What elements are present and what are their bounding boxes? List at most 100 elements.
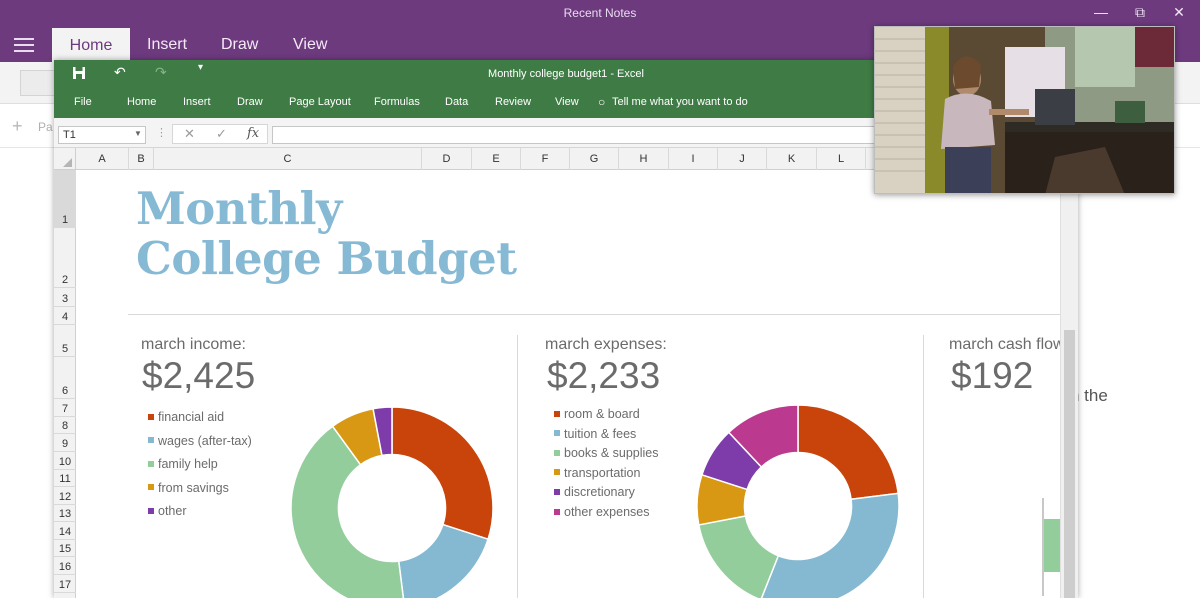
donut-slice-tuition-fees (760, 492, 900, 598)
expenses-label: march expenses: (545, 336, 667, 353)
legend-item: wages (after-tax) (148, 434, 252, 458)
row-header[interactable]: 16 (54, 557, 76, 575)
customize-toolbar-icon[interactable]: ▾ (198, 62, 204, 73)
row-header[interactable]: 6 (54, 357, 76, 399)
column-header[interactable]: D (422, 148, 472, 170)
close-icon[interactable]: ✕ (1173, 4, 1185, 20)
formula-actions (172, 124, 268, 144)
donut-slice-financial-aid (391, 406, 494, 541)
insert-function-icon[interactable]: fx (247, 126, 260, 141)
chevron-down-icon[interactable]: ▼ (134, 129, 142, 138)
tab-home[interactable]: Home (52, 28, 130, 62)
cashflow-axis (1042, 498, 1044, 596)
add-page-label[interactable]: Pa (38, 120, 53, 134)
legend-item: room & board (554, 407, 659, 427)
income-legend: financial aid wages (after-tax) family h… (148, 410, 252, 528)
note-text: n the (1070, 386, 1108, 405)
video-overlay[interactable] (874, 26, 1175, 194)
expenses-amount: $2,233 (547, 355, 661, 396)
legend-item: other (148, 504, 252, 528)
row-header[interactable]: 17 (54, 575, 76, 593)
row-header[interactable]: 1 (54, 170, 76, 228)
redo-icon[interactable]: ↷ (155, 64, 167, 80)
menu-data[interactable]: Data (445, 96, 469, 108)
legend-item: transportation (554, 466, 659, 486)
tab-draw[interactable]: Draw (221, 36, 259, 53)
menu-review[interactable]: Review (495, 96, 532, 108)
section-separator (923, 335, 924, 598)
restore-icon[interactable]: ⧉ (1135, 4, 1145, 20)
cashflow-amount: $192 (951, 355, 1034, 396)
row-header[interactable]: 14 (54, 522, 76, 540)
tell-me-search[interactable]: Tell me what you want to do (612, 96, 748, 108)
vertical-scrollbar[interactable] (1060, 170, 1078, 598)
row-header[interactable]: 12 (54, 487, 76, 505)
column-header[interactable]: H (619, 148, 669, 170)
column-headers: A B C D E F G H I J K L (54, 148, 1078, 170)
expenses-legend: room & board tuition & fees books & supp… (554, 407, 659, 525)
column-header[interactable]: F (521, 148, 570, 170)
column-header[interactable]: K (767, 148, 817, 170)
cashflow-section: march cash flow $192 (928, 330, 1060, 460)
cancel-icon[interactable]: ✕ (184, 126, 195, 141)
cashflow-label: march cash flow (949, 336, 1060, 353)
column-header[interactable]: E (472, 148, 521, 170)
column-header[interactable]: J (718, 148, 767, 170)
row-header[interactable]: 2 (54, 228, 76, 288)
legend-item: tuition & fees (554, 427, 659, 447)
row-header[interactable]: 7 (54, 399, 76, 417)
legend-item: books & supplies (554, 446, 659, 466)
add-page-icon[interactable]: + (12, 116, 23, 136)
menu-draw[interactable]: Draw (237, 96, 263, 108)
menu-home[interactable]: Home (127, 96, 157, 108)
divider (128, 314, 1060, 315)
menu-view[interactable]: View (555, 96, 579, 108)
column-header[interactable]: G (570, 148, 619, 170)
window-title: Recent Notes (563, 6, 637, 20)
column-header[interactable]: B (129, 148, 154, 170)
legend-item: family help (148, 457, 252, 481)
donut-slice-other (372, 406, 393, 457)
save-icon[interactable] (72, 66, 86, 83)
undo-icon[interactable]: ↶ (114, 64, 126, 80)
donut-slice-family-help (290, 425, 405, 598)
tab-insert[interactable]: Insert (147, 36, 188, 53)
donut-slice-room-board (797, 404, 900, 501)
row-header[interactable]: 4 (54, 307, 76, 325)
select-all-corner[interactable] (54, 148, 76, 170)
row-header[interactable]: 5 (54, 325, 76, 357)
column-header[interactable]: C (154, 148, 422, 170)
minimize-icon[interactable]: — (1094, 4, 1108, 20)
column-header[interactable]: I (669, 148, 718, 170)
cashflow-bar (1044, 519, 1060, 572)
income-donut-chart (290, 406, 494, 598)
scrollbar-thumb[interactable] (1064, 330, 1075, 598)
menu-insert[interactable]: Insert (183, 96, 211, 108)
row-header[interactable]: 10 (54, 452, 76, 470)
worksheet[interactable]: Monthly College Budget march income: $2,… (76, 170, 1060, 598)
row-header[interactable]: 8 (54, 417, 76, 434)
legend-item: discretionary (554, 485, 659, 505)
more-options-icon[interactable]: ⋮ (156, 127, 167, 139)
row-header[interactable]: 9 (54, 434, 76, 452)
legend-item: financial aid (148, 410, 252, 434)
column-header[interactable]: L (817, 148, 866, 170)
video-frame-image (875, 27, 1174, 193)
row-header[interactable]: 15 (54, 540, 76, 557)
name-box[interactable]: T1 (58, 126, 146, 144)
expenses-donut-chart (696, 404, 900, 598)
column-header[interactable]: A (76, 148, 129, 170)
row-header[interactable]: 11 (54, 470, 76, 487)
tab-view[interactable]: View (293, 36, 328, 53)
menu-formulas[interactable]: Formulas (374, 96, 420, 108)
onenote-title-bar (0, 0, 1200, 27)
hamburger-menu-icon[interactable] (14, 38, 34, 52)
menu-page-layout[interactable]: Page Layout (289, 96, 351, 108)
section-separator (517, 335, 518, 598)
excel-document-title: Monthly college budget1 - Excel (488, 68, 644, 80)
legend-item: from savings (148, 481, 252, 505)
row-header[interactable]: 3 (54, 288, 76, 307)
menu-file[interactable]: File (74, 96, 92, 108)
enter-check-icon[interactable]: ✓ (216, 126, 227, 141)
row-header[interactable]: 13 (54, 505, 76, 522)
